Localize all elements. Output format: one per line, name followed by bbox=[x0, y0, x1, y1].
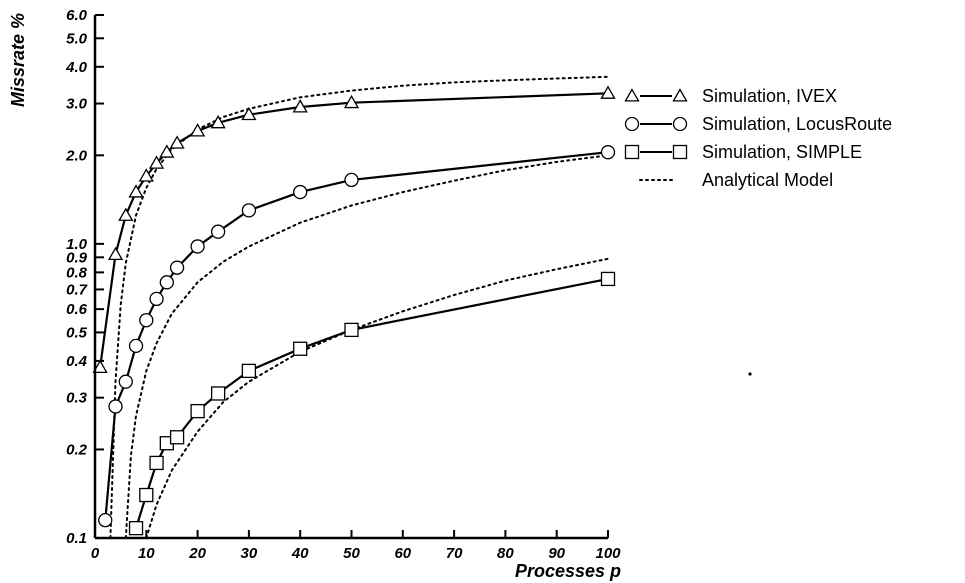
x-tick-label: 70 bbox=[446, 545, 463, 562]
y-tick-label: 3.0 bbox=[66, 96, 88, 113]
y-tick-label: 0.2 bbox=[66, 441, 88, 458]
legend-simulation-locusroute-marker bbox=[624, 116, 640, 132]
simulation-ivex-point bbox=[600, 85, 616, 99]
x-tick-label: 20 bbox=[188, 545, 206, 562]
simulation-simple-point bbox=[169, 430, 185, 445]
legend-simulation-simple-label: Simulation, SIMPLE bbox=[702, 142, 862, 162]
simulation-ivex-point bbox=[159, 144, 175, 158]
simulation-locusroute-point bbox=[139, 313, 154, 328]
x-axis-title: Processes p bbox=[515, 561, 621, 581]
legend-simulation-ivex-label: Simulation, IVEX bbox=[702, 86, 837, 106]
simulation-ivex-point bbox=[189, 123, 206, 137]
simulation-locusroute-point bbox=[98, 512, 113, 528]
y-axis-title: Missrate % bbox=[8, 13, 28, 107]
simulation-locusroute-point bbox=[128, 338, 144, 354]
x-tick-label: 10 bbox=[138, 545, 155, 562]
simulation-ivex-point bbox=[118, 207, 134, 221]
analytical-model-curve bbox=[124, 154, 609, 539]
x-tick-label: 90 bbox=[548, 545, 565, 562]
legend-analytical-model-label: Analytical Model bbox=[702, 170, 833, 190]
x-tick-label: 80 bbox=[497, 545, 514, 562]
y-tick-label: 4.0 bbox=[65, 59, 88, 76]
legend: Simulation, IVEX Simulation, LocusRoute Si… bbox=[624, 86, 892, 190]
legend-simulation-locusroute-marker bbox=[672, 116, 688, 132]
simulation-locusroute-point bbox=[344, 172, 359, 188]
simulation-ivex-point bbox=[128, 184, 144, 198]
y-tick-label: 0.5 bbox=[66, 324, 88, 341]
plot-area bbox=[92, 75, 752, 539]
simulation-simple-point bbox=[190, 403, 205, 419]
simulation-simple-point bbox=[344, 322, 359, 338]
legend-simulation-locusroute-label: Simulation, LocusRoute bbox=[702, 114, 892, 134]
simulation-ivex-point bbox=[169, 135, 185, 149]
simulation-locusroute-point bbox=[159, 275, 174, 290]
simulation-ivex-point bbox=[148, 155, 165, 169]
simulation-ivex-point bbox=[241, 106, 257, 121]
x-tick-label: 100 bbox=[595, 545, 621, 562]
y-tick-label: 0.8 bbox=[66, 264, 88, 281]
simulation-ivex-point bbox=[92, 359, 108, 373]
axes: 0 10 20 30 40 50 60 70 80 90 100 0.1 0.2 0.3 0.4 0.5 0.6… bbox=[8, 7, 621, 581]
simulation-simple-point bbox=[128, 521, 144, 536]
simulation-ivex-point bbox=[210, 114, 226, 129]
y-tick-label: 0.1 bbox=[66, 530, 87, 547]
y-tick-label: 0.3 bbox=[66, 390, 88, 407]
simulation-simple-line bbox=[134, 277, 609, 529]
simulation-ivex-point bbox=[138, 168, 154, 182]
simulation-simple-point bbox=[293, 341, 308, 356]
y-tick-label: 2.0 bbox=[65, 147, 88, 164]
simulation-locusroute-point bbox=[149, 291, 164, 307]
x-tick-label: 40 bbox=[291, 545, 309, 562]
simulation-ivex-point bbox=[107, 246, 124, 261]
simulation-locusroute-point bbox=[190, 239, 205, 254]
simulation-locusroute-point bbox=[169, 260, 185, 275]
legend-simulation-ivex-marker bbox=[624, 88, 640, 102]
simulation-ivex-point bbox=[292, 99, 308, 113]
simulation-locusroute-point bbox=[241, 203, 257, 218]
y-tick-label: 0.9 bbox=[66, 249, 88, 266]
simulation-simple-point bbox=[139, 487, 154, 503]
simulation-locusroute-point bbox=[108, 399, 123, 414]
x-tick-label: 60 bbox=[394, 545, 411, 562]
simulation-simple-point bbox=[149, 455, 164, 471]
y-tick-label: 0.4 bbox=[66, 353, 88, 370]
y-tick-label: 0.7 bbox=[66, 281, 88, 298]
analytical-model-curve bbox=[109, 75, 609, 539]
simulation-simple-point bbox=[241, 363, 257, 379]
simulation-ivex-point bbox=[343, 94, 360, 109]
x-tick-label: 50 bbox=[343, 545, 360, 562]
analytical-model-curve bbox=[145, 257, 609, 539]
y-tick-label: 5.0 bbox=[66, 30, 88, 47]
x-tick-label: 0 bbox=[91, 545, 100, 562]
stray-dot bbox=[748, 372, 752, 376]
legend-simulation-ivex-marker bbox=[672, 88, 688, 102]
y-tick-label: 6.0 bbox=[66, 7, 88, 24]
simulation-locusroute-point bbox=[293, 184, 308, 200]
legend-simulation-simple-marker bbox=[624, 144, 640, 160]
legend-simulation-simple-marker bbox=[672, 144, 688, 160]
y-tick-label: 1.0 bbox=[66, 236, 88, 253]
simulation-simple-point bbox=[600, 271, 616, 287]
x-tick-label: 30 bbox=[241, 545, 258, 562]
simulation-locusroute-point bbox=[600, 145, 616, 160]
simulation-locusroute-point bbox=[118, 374, 133, 389]
simulation-locusroute-point bbox=[210, 224, 226, 239]
y-tick-label: 0.6 bbox=[66, 301, 88, 318]
simulation-simple-point bbox=[210, 386, 226, 401]
